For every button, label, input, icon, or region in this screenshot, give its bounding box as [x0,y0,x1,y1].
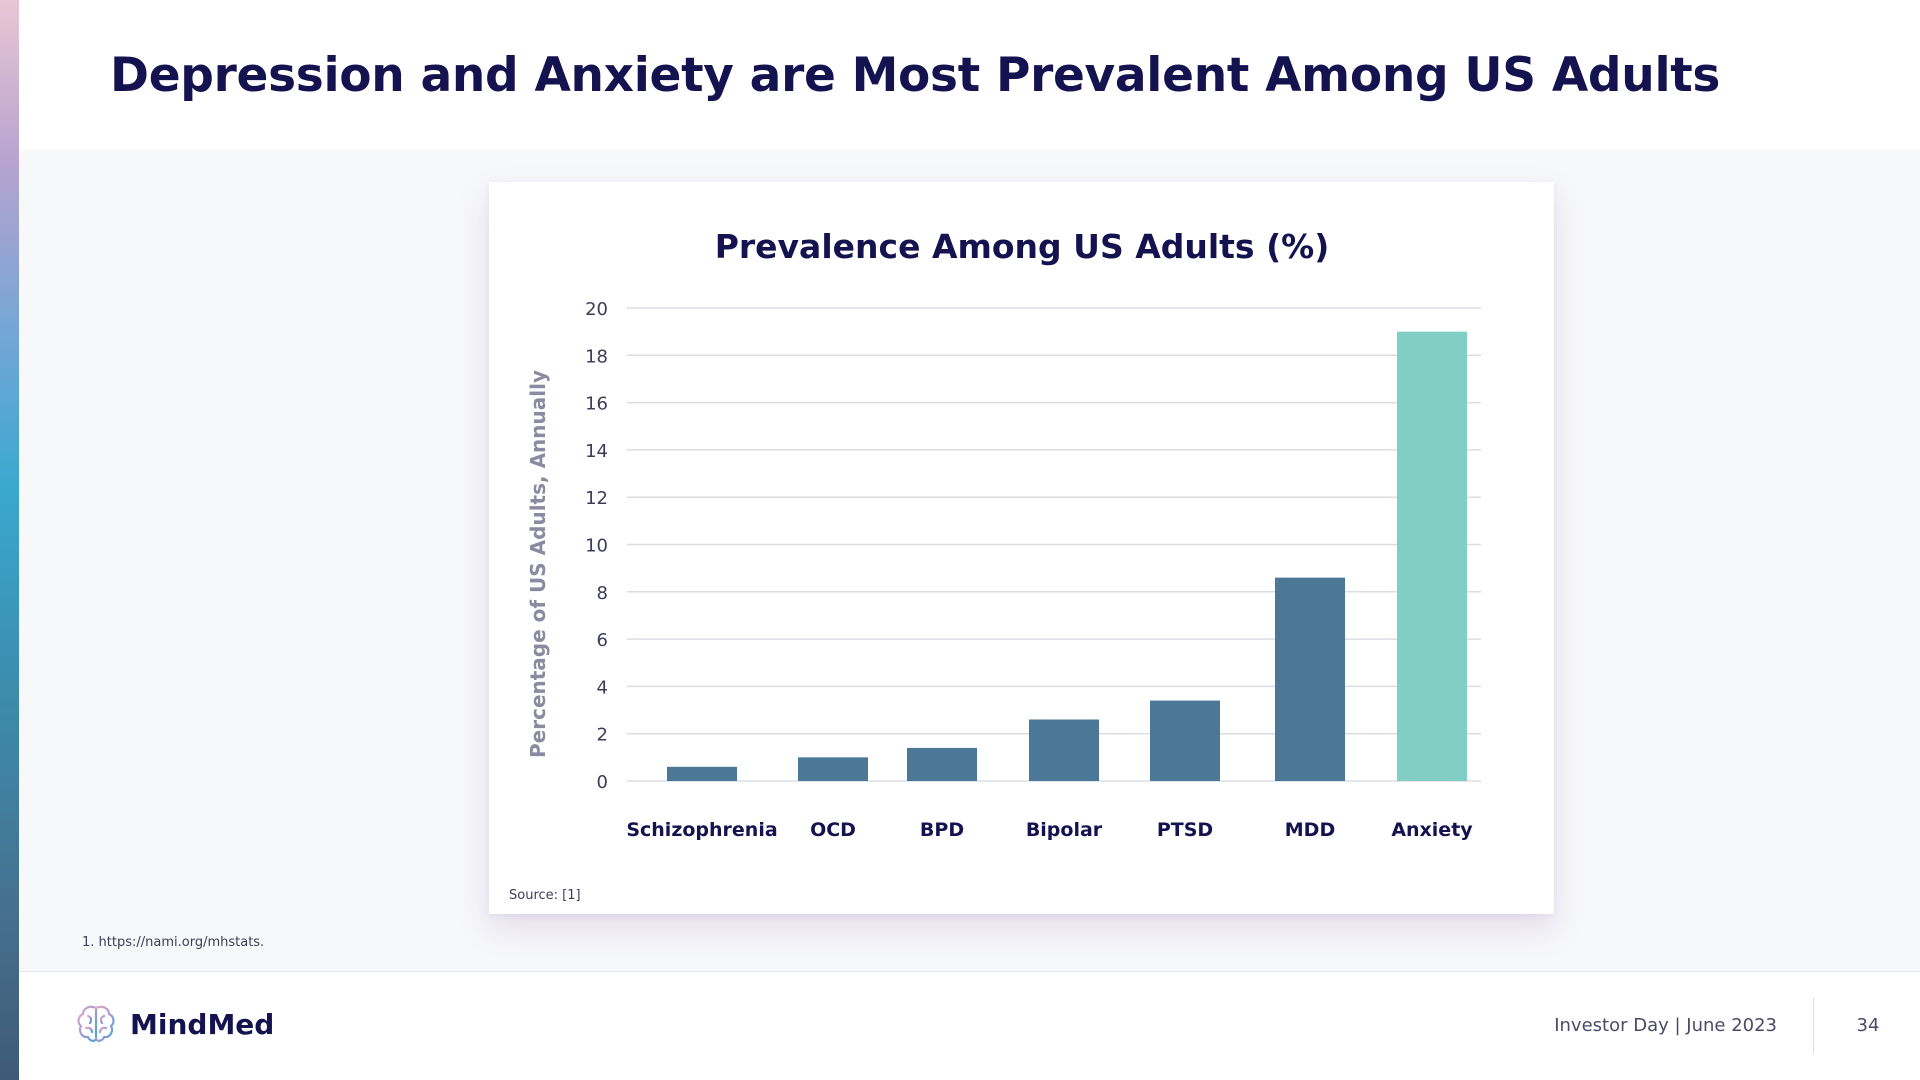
x-label-bipolar: Bipolar [1026,819,1103,841]
bars [667,331,1467,781]
brand-logo: MindMed [74,1002,274,1046]
footer-divider-line [19,971,1920,972]
y-tick-label: 12 [585,488,608,509]
brand-name: MindMed [130,1007,275,1041]
chart-card: Prevalence Among US Adults (%) 0 2 4 6 8 10 12… [489,182,1554,914]
y-tick-label: 0 [597,772,608,793]
slide-title: Depression and Anxiety are Most Prevalen… [110,48,1721,103]
y-tick-label: 20 [585,299,608,320]
footer-vertical-divider [1813,998,1814,1054]
gradient-accent-bar [0,0,19,1080]
y-tick-label: 16 [585,394,608,415]
y-tick-label: 14 [585,441,608,462]
chart-title: Prevalence Among US Adults (%) [715,227,1330,266]
grid-lines [627,307,1481,782]
x-label-bpd: BPD [920,819,964,841]
x-label-ptsd: PTSD [1157,819,1213,841]
y-tick-label: 10 [585,536,608,557]
y-axis-ticks: 0 2 4 6 8 10 12 14 16 18 20 [585,299,608,793]
bar-schizophrenia [667,766,737,781]
x-label-schizophrenia: Schizophrenia [626,819,777,841]
y-tick-label: 8 [597,583,608,604]
bar-bpd [907,747,977,781]
x-axis-labels: Schizophrenia OCD BPD Bipolar PTSD MDD Anxiety [626,819,1473,841]
footnote: 1. https://nami.org/mhstats. [82,935,265,950]
x-label-anxiety: Anxiety [1391,819,1473,841]
event-info: Investor Day | June 2023 [1554,1015,1777,1036]
y-tick-label: 6 [597,630,608,651]
x-label-mdd: MDD [1285,819,1335,841]
y-tick-label: 18 [585,346,608,367]
bar-anxiety [1397,331,1467,781]
y-tick-label: 2 [597,725,608,746]
chart-source: Source: [1] [509,888,581,903]
x-label-ocd: OCD [810,819,856,841]
bar-chart: Prevalence Among US Adults (%) 0 2 4 6 8 10 12… [509,227,1481,903]
bar-ocd [798,757,868,781]
brain-logo-icon [77,1005,115,1042]
y-axis-label: Percentage of US Adults, Annually [526,370,550,758]
bar-ptsd [1150,700,1220,781]
y-tick-label: 4 [597,677,608,698]
bar-mdd [1275,577,1345,781]
bar-bipolar [1029,719,1099,781]
page-number: 34 [1856,1015,1880,1036]
